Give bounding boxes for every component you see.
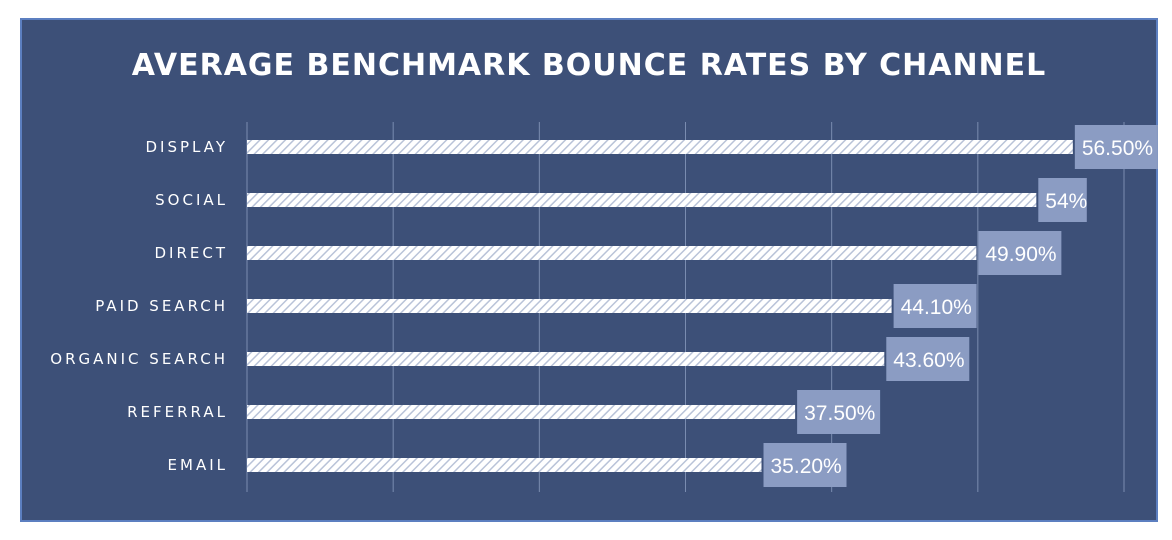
data-label: 44.10% <box>901 296 972 319</box>
data-label-box <box>886 337 970 381</box>
data-label: 43.60% <box>893 349 964 372</box>
bars <box>247 140 1073 472</box>
data-label: 49.90% <box>985 243 1056 266</box>
bar <box>247 140 1073 154</box>
chart-title: AVERAGE BENCHMARK BOUNCE RATES BY CHANNE… <box>131 48 1047 83</box>
category-label: DISPLAY <box>145 138 228 156</box>
data-label-box <box>893 284 977 328</box>
category-label: PAID SEARCH <box>95 297 228 315</box>
category-label: SOCIAL <box>155 191 228 209</box>
category-label: DIRECT <box>154 244 228 262</box>
chart-panel: AVERAGE BENCHMARK BOUNCE RATES BY CHANNE… <box>20 18 1158 522</box>
data-label: 37.50% <box>804 402 875 425</box>
bar <box>247 458 762 472</box>
category-labels: DISPLAY SOCIAL DIRECT PAID SEARCH ORGANIC SE… <box>50 138 228 474</box>
category-label: ORGANIC SEARCH <box>50 350 228 368</box>
data-label-box <box>797 390 881 434</box>
category-label: REFERRAL <box>127 403 228 421</box>
data-label: 56.50% <box>1082 137 1153 160</box>
data-label-box <box>1074 125 1158 169</box>
bar <box>247 405 796 419</box>
bar <box>247 299 892 313</box>
data-label-box <box>763 443 847 487</box>
data-label: 54% <box>1045 190 1087 213</box>
category-label: EMAIL <box>168 456 228 474</box>
data-label-box <box>1038 178 1087 222</box>
bar <box>247 193 1037 207</box>
bar <box>247 352 885 366</box>
data-label: 35.20% <box>771 455 842 478</box>
bar <box>247 246 977 260</box>
data-label-box <box>978 231 1062 275</box>
data-labels: 56.50% 54% 49.90% 44.10% 43.60% 37.50% 35.20% <box>763 125 1158 487</box>
